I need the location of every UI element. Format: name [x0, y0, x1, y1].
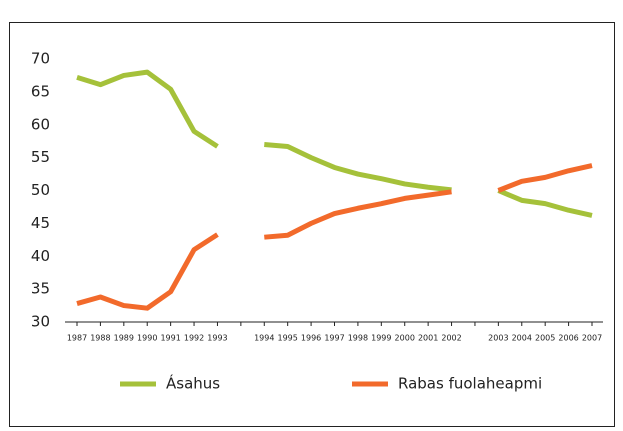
frame — [9, 22, 615, 427]
y-tick-label: 45 — [31, 214, 50, 232]
x-tick-label: 1999 — [371, 334, 391, 343]
y-tick-label: 60 — [31, 115, 50, 133]
y-tick-label: 35 — [31, 280, 50, 298]
y-tick-label: 40 — [31, 247, 50, 265]
y-tick-label: 70 — [31, 50, 50, 68]
x-tick-label: 2004 — [512, 334, 532, 343]
x-tick-label: 2000 — [395, 334, 415, 343]
x-tick-label: 1998 — [348, 334, 368, 343]
y-tick-label: 30 — [31, 313, 50, 331]
series-line — [76, 69, 593, 218]
x-tick-label: 2007 — [582, 334, 602, 343]
x-tick-label: 1989 — [114, 334, 134, 343]
x-tick-label: 2002 — [441, 334, 461, 343]
x-tick-label: 2003 — [488, 334, 508, 343]
y-tick-label: 65 — [31, 82, 50, 100]
series-line — [76, 163, 593, 311]
x-tick-label: 1991 — [160, 334, 180, 343]
legend-label: Ásahus — [166, 374, 220, 393]
x-tick-label: 1992 — [184, 334, 204, 343]
y-tick-label: 55 — [31, 148, 50, 166]
x-tick-label: 1993 — [207, 334, 227, 343]
x-tick-label: 1997 — [324, 334, 344, 343]
y-tick-label: 50 — [31, 181, 50, 199]
x-tick-label: 2001 — [418, 334, 438, 343]
x-tick-label: 2005 — [535, 334, 555, 343]
x-tick-label: 2006 — [558, 334, 578, 343]
x-tick-label: 1988 — [90, 334, 110, 343]
x-tick-label: 1995 — [278, 334, 298, 343]
x-tick-label: 1990 — [137, 334, 157, 343]
x-tick-label: 1996 — [301, 334, 321, 343]
x-tick-label: 1994 — [254, 334, 274, 343]
x-tick-label: 1987 — [67, 334, 87, 343]
legend-label: Rabas fuolaheapmi — [398, 375, 542, 393]
